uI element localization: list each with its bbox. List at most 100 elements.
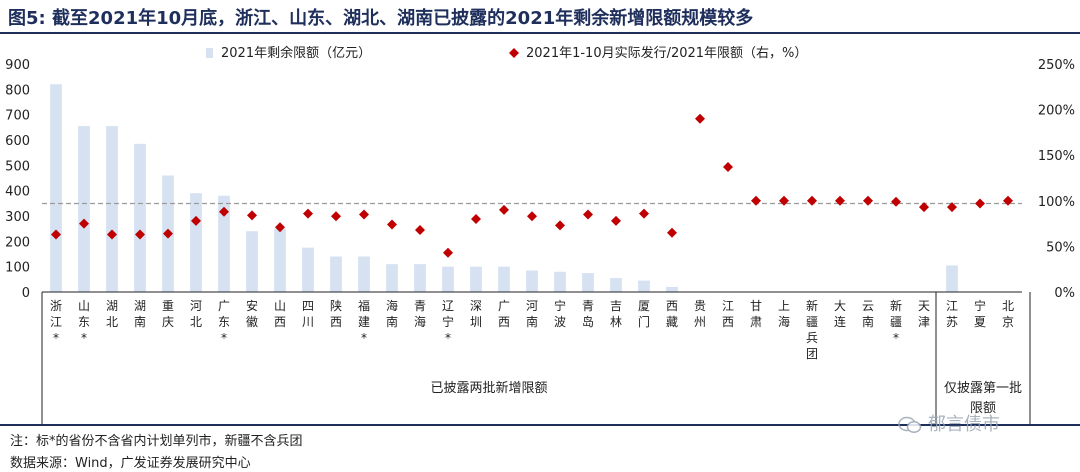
marker-江苏 xyxy=(947,202,957,213)
marker-四川 xyxy=(303,208,313,219)
marker-西藏 xyxy=(667,227,677,238)
category-label: 西 xyxy=(666,299,678,313)
legend-marker-label: 2021年1-10月实际发行/2021年限额（右，%） xyxy=(526,45,807,61)
category-label: 青 xyxy=(414,299,426,313)
marker-青岛 xyxy=(583,209,593,220)
category-label: 河 xyxy=(190,299,202,313)
marker-辽宁* xyxy=(443,247,453,258)
marker-湖南 xyxy=(135,229,145,240)
category-label: 徽 xyxy=(246,314,258,329)
category-label: 厦 xyxy=(638,299,650,313)
category-label: 北 xyxy=(190,315,202,329)
category-label: 浙 xyxy=(50,299,62,313)
category-label: 川 xyxy=(302,315,314,329)
category-label: 津 xyxy=(918,315,930,329)
marker-吉林 xyxy=(611,215,621,226)
category-label: 四 xyxy=(302,299,314,313)
category-label: * xyxy=(81,331,87,345)
marker-上海 xyxy=(779,195,789,206)
category-label: 团 xyxy=(806,347,818,361)
bar-陕西 xyxy=(330,256,342,292)
bar-青岛 xyxy=(582,273,594,292)
category-label: 东 xyxy=(78,315,90,329)
wechat-icon xyxy=(898,416,922,433)
category-label: 江 xyxy=(722,299,734,313)
category-label: 建 xyxy=(358,315,370,329)
category-label: * xyxy=(893,331,899,345)
marker-河南 xyxy=(527,211,537,222)
right-axis-tick: 0% xyxy=(1054,286,1075,301)
marker-新疆* xyxy=(891,196,901,207)
right-axis-tick: 50% xyxy=(1046,240,1075,255)
category-label: 广 xyxy=(218,299,230,313)
marker-云南 xyxy=(863,195,873,206)
left-axis-tick: 300 xyxy=(5,210,30,225)
bar-湖南 xyxy=(134,143,146,292)
left-axis-tick: 700 xyxy=(5,109,30,124)
category-label: 贵 xyxy=(694,299,706,313)
marker-天津 xyxy=(919,202,929,213)
category-label: 南 xyxy=(862,314,874,329)
bar-山西 xyxy=(274,228,286,292)
category-label: 西 xyxy=(498,315,510,329)
category-label: 大 xyxy=(834,299,846,313)
marker-重庆 xyxy=(163,228,173,239)
marker-宁波 xyxy=(555,220,565,231)
category-label: 江 xyxy=(946,299,958,313)
group-label-first-line2: 限额 xyxy=(970,401,996,416)
category-label: 疆 xyxy=(806,315,818,329)
marker-湖北 xyxy=(107,229,117,240)
category-label: 连 xyxy=(834,314,846,329)
bar-广西 xyxy=(498,266,510,292)
category-label: 云 xyxy=(862,299,874,313)
legend-bar-swatch xyxy=(206,48,213,58)
bar-深圳 xyxy=(470,266,482,292)
left-axis-tick: 0 xyxy=(22,286,30,301)
category-label: 湖 xyxy=(106,298,118,313)
marker-大连 xyxy=(835,195,845,206)
bar-西藏 xyxy=(666,286,678,292)
category-label: 庆 xyxy=(162,315,174,329)
category-label: 岛 xyxy=(582,314,594,329)
category-label: 上 xyxy=(778,299,790,313)
data-source: 数据来源：Wind，广发证券发展研究中心 xyxy=(10,456,251,471)
marker-广东* xyxy=(219,206,229,217)
category-label: 圳 xyxy=(470,315,482,329)
category-label: 青 xyxy=(582,299,594,313)
marker-宁夏 xyxy=(975,198,985,209)
marker-北京 xyxy=(1003,195,1013,206)
bar-青海 xyxy=(414,264,426,292)
bar-湖北 xyxy=(106,126,118,292)
bar-福建* xyxy=(358,256,370,292)
category-label: 深 xyxy=(470,299,482,313)
bar-山东* xyxy=(78,126,90,292)
marker-海南 xyxy=(387,219,397,230)
category-label: 兵 xyxy=(806,331,818,345)
category-label: 藏 xyxy=(666,315,678,329)
category-label: 山 xyxy=(78,299,90,313)
category-label: 海 xyxy=(414,314,426,329)
bar-江苏 xyxy=(946,265,958,292)
marker-江西 xyxy=(723,162,733,173)
left-axis-tick: 500 xyxy=(5,159,30,174)
bar-吉林 xyxy=(610,278,622,292)
marker-贵州 xyxy=(695,113,705,124)
category-label: 门 xyxy=(638,314,650,329)
category-label: 南 xyxy=(526,314,538,329)
figure-title-text: 截至2021年10月底，浙江、山东、湖北、湖南已披露的2021年剩余新增限额规模… xyxy=(52,8,754,29)
category-label: 西 xyxy=(330,315,342,329)
marker-山东* xyxy=(79,218,89,229)
bar-河南 xyxy=(526,270,538,292)
legend-bar-label: 2021年剩余限额（亿元） xyxy=(221,45,371,61)
category-label: * xyxy=(221,331,227,345)
category-label: 苏 xyxy=(946,315,958,329)
category-label: 广 xyxy=(498,299,510,313)
category-label: 疆 xyxy=(890,315,902,329)
marker-安徽 xyxy=(247,210,257,221)
category-label: 宁 xyxy=(554,298,566,313)
right-axis-tick: 200% xyxy=(1038,104,1075,119)
bar-广东* xyxy=(218,195,230,292)
category-label: 北 xyxy=(106,315,118,329)
right-axis-tick: 150% xyxy=(1038,149,1075,164)
category-label: 州 xyxy=(694,315,706,329)
